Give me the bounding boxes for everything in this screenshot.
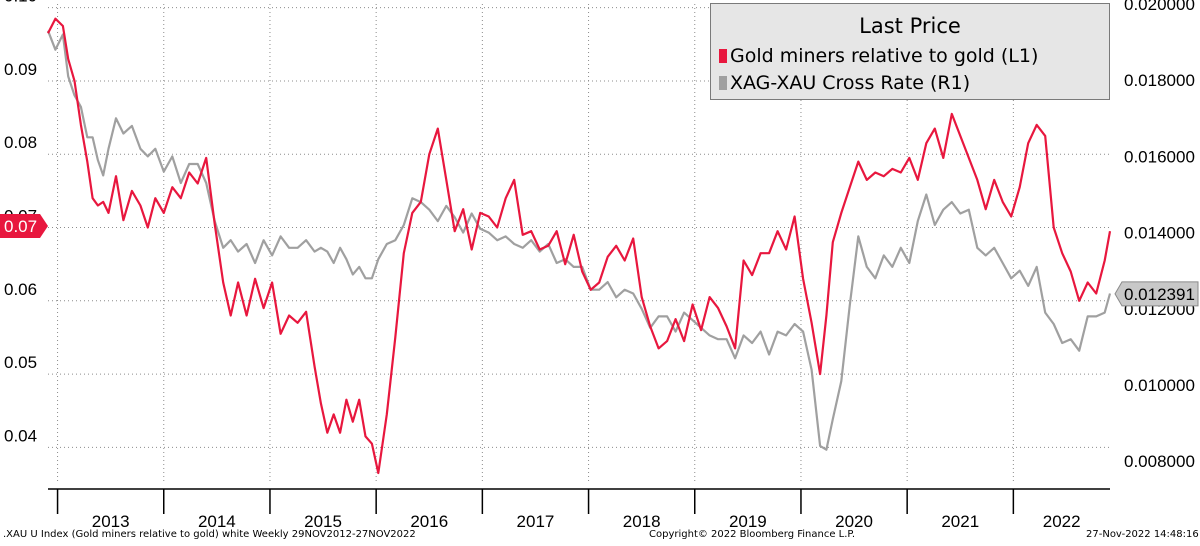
year-label: 2017 xyxy=(517,512,555,531)
left-tick-label: 0.04 xyxy=(4,426,37,445)
year-label: 2016 xyxy=(410,512,448,531)
series-lines xyxy=(46,17,1112,475)
legend: Last Price Gold miners relative to gold … xyxy=(710,3,1110,100)
gold-miners-line xyxy=(47,17,1112,475)
last-value-labels: 0.07 0.012391 xyxy=(0,214,1199,307)
legend-swatch-grey xyxy=(719,76,727,90)
year-label: 2018 xyxy=(623,512,661,531)
left-last-value-text: 0.07 xyxy=(4,217,37,236)
right-axis: 0.0200000.0180000.0160000.0140000.012000… xyxy=(1124,0,1195,471)
right-tick-label: 0.010000 xyxy=(1124,376,1195,395)
x-axis: 2013 2014 2015 2016 2017 2018 2019 2020 2021 2022 xyxy=(48,488,1110,531)
right-tick-label: 0.016000 xyxy=(1124,147,1195,166)
left-tick-label: 0.09 xyxy=(4,60,37,79)
left-tick-label: 0.10 xyxy=(4,0,37,6)
legend-title: Last Price xyxy=(859,14,961,38)
left-tick-label: 0.06 xyxy=(4,280,37,299)
year-label: 2013 xyxy=(92,512,130,531)
right-tick-label: 0.008000 xyxy=(1124,452,1195,471)
xag-xau-line xyxy=(46,30,1112,451)
year-label: 2015 xyxy=(304,512,342,531)
right-tick-label: 0.018000 xyxy=(1124,71,1195,90)
legend-swatch-red xyxy=(719,49,727,63)
legend-label-xag-xau: XAG-XAU Cross Rate (R1) xyxy=(730,72,971,94)
footer-index-description: .XAU U Index (Gold miners relative to go… xyxy=(3,529,416,540)
year-label: 2019 xyxy=(729,512,767,531)
footer-copyright: Copyright© 2022 Bloomberg Finance L.P. xyxy=(649,529,856,540)
left-tick-label: 0.08 xyxy=(4,133,37,152)
year-label: 2020 xyxy=(835,512,873,531)
legend-entry-xag-xau: XAG-XAU Cross Rate (R1) xyxy=(719,72,970,94)
right-last-value-text: 0.012391 xyxy=(1124,285,1195,304)
right-last-value-marker xyxy=(1114,281,1199,307)
year-label: 2021 xyxy=(941,512,979,531)
legend-entry-gold-miners: Gold miners relative to gold (L1) xyxy=(719,45,1038,67)
right-tick-label: 0.020000 xyxy=(1124,0,1195,14)
year-label: 2014 xyxy=(198,512,236,531)
year-label: 2022 xyxy=(1043,512,1081,531)
left-last-value-marker xyxy=(0,214,48,239)
left-tick-label: 0.05 xyxy=(4,353,37,372)
legend-label-gold-miners: Gold miners relative to gold (L1) xyxy=(730,45,1039,67)
right-tick-label: 0.014000 xyxy=(1124,224,1195,243)
footer-timestamp: 27-Nov-2022 14:48:16 xyxy=(1086,529,1199,540)
